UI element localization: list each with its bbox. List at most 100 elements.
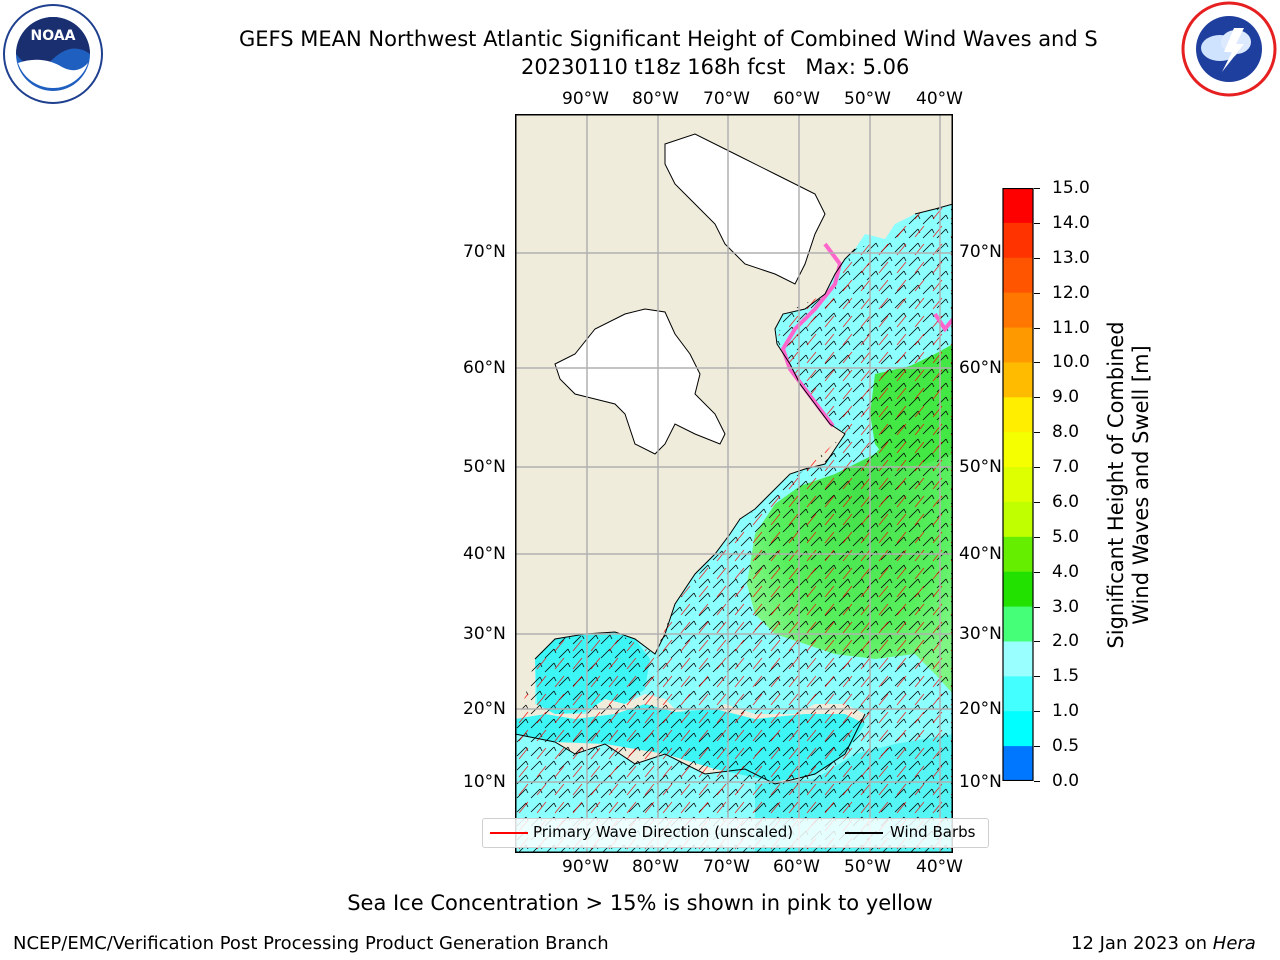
- lat-label-right: 40°N: [959, 544, 1002, 564]
- colorbar-title-line2: Wind Waves and Swell [m]: [1129, 345, 1153, 625]
- colorbar-tick-label: 0.5: [1052, 736, 1080, 757]
- colorbar: [1002, 188, 1034, 781]
- colorbar-tick-label: 5.0: [1052, 526, 1080, 547]
- colorbar-segment: [1003, 536, 1033, 573]
- lon-label-top: 90°W: [562, 89, 609, 109]
- colorbar-tick-mark: [1034, 746, 1040, 748]
- colorbar-tick-label: 12.0: [1052, 282, 1090, 303]
- lat-label-right: 50°N: [959, 457, 1002, 477]
- lat-label-left: 60°N: [463, 358, 506, 378]
- lat-label-right: 10°N: [959, 772, 1002, 792]
- hudson-bay: [554, 308, 726, 455]
- colorbar-segment: [1003, 676, 1033, 712]
- colorbar-segment: [1003, 571, 1033, 608]
- colorbar-tick-mark: [1034, 222, 1040, 224]
- lon-label-bottom: 90°W: [562, 857, 609, 877]
- lat-label-left: 40°N: [463, 544, 506, 564]
- lat-label-right: 20°N: [959, 699, 1002, 719]
- colorbar-title-line1: Significant Height of Combined: [1104, 321, 1128, 649]
- national-weather-service-logo: [1181, 1, 1277, 97]
- colorbar-tick-mark: [1034, 536, 1040, 538]
- colorbar-tick-label: 7.0: [1052, 457, 1080, 478]
- lon-label-bottom: 50°W: [844, 857, 891, 877]
- run-date-credit: 12 Jan 2023 on Hera: [1071, 933, 1256, 954]
- colorbar-tick-mark: [1034, 362, 1040, 364]
- colorbar-tick-mark: [1034, 327, 1040, 329]
- colorbar-segment: [1003, 467, 1033, 503]
- colorbar-tick-label: 1.5: [1052, 666, 1080, 687]
- colorbar-tick-mark: [1034, 781, 1040, 782]
- colorbar-tick-mark: [1034, 676, 1040, 678]
- colorbar-tick-label: 1.0: [1052, 701, 1080, 722]
- coastline: [534, 248, 856, 660]
- colorbar-segment: [1003, 327, 1033, 363]
- colorbar-tick-label: 8.0: [1052, 422, 1080, 443]
- lat-label-left: 50°N: [463, 457, 506, 477]
- colorbar-segment: [1003, 606, 1033, 642]
- producer-credit: NCEP/EMC/Verification Post Processing Pr…: [13, 933, 609, 954]
- colorbar-segment: [1003, 746, 1033, 781]
- direction-legend-label: Primary Wave Direction (unscaled): [533, 823, 794, 841]
- colorbar-segment: [1003, 641, 1033, 677]
- wave-height-map: [515, 114, 953, 853]
- lon-label-top: 80°W: [632, 89, 679, 109]
- colorbar-segment: [1003, 711, 1033, 747]
- lon-label-top: 70°W: [703, 89, 750, 109]
- colorbar-tick-label: 11.0: [1052, 317, 1090, 338]
- colorbar-tick-label: 9.0: [1052, 387, 1080, 408]
- run-date: 12 Jan 2023 on: [1071, 933, 1213, 954]
- lon-label-top: 50°W: [844, 89, 891, 109]
- colorbar-segment: [1003, 397, 1033, 433]
- colorbar-tick-mark: [1034, 257, 1040, 259]
- colorbar-segment: [1003, 501, 1033, 538]
- lat-label-right: 70°N: [959, 242, 1002, 262]
- lon-label-top: 40°W: [916, 89, 963, 109]
- colorbar-tick-label: 10.0: [1052, 352, 1090, 373]
- chart-title: GEFS MEAN Northwest Atlantic Significant…: [239, 27, 1098, 51]
- barbs-legend-label: Wind Barbs: [890, 823, 976, 841]
- colorbar-segment: [1003, 257, 1033, 294]
- colorbar-tick-mark: [1034, 467, 1040, 469]
- colorbar-tick-mark: [1034, 188, 1040, 189]
- barbs-legend-line: [845, 832, 883, 834]
- colorbar-tick-label: 0.0: [1052, 771, 1080, 791]
- sea-ice-fringe: [780, 242, 843, 428]
- colorbar-tick-label: 3.0: [1052, 596, 1080, 617]
- colorbar-tick-label: 6.0: [1052, 491, 1080, 512]
- lon-label-bottom: 80°W: [632, 857, 679, 877]
- lat-label-left: 70°N: [463, 242, 506, 262]
- colorbar-segment: [1003, 222, 1033, 259]
- lon-label-bottom: 60°W: [773, 857, 820, 877]
- direction-legend-line: [490, 832, 528, 834]
- colorbar-title: Significant Height of Combined Wind Wave…: [1104, 321, 1154, 648]
- colorbar-tick-mark: [1034, 397, 1040, 399]
- colorbar-tick-mark: [1034, 292, 1040, 294]
- colorbar-segment: [1003, 292, 1033, 329]
- graticule: [515, 114, 953, 853]
- svg-text:NOAA: NOAA: [31, 28, 76, 44]
- lon-label-top: 60°W: [773, 89, 820, 109]
- colorbar-segment: [1003, 188, 1033, 224]
- colorbar-tick-mark: [1034, 571, 1040, 573]
- lon-label-bottom: 70°W: [703, 857, 750, 877]
- map-border: [515, 114, 953, 853]
- machine-name: Hera: [1212, 933, 1256, 954]
- colorbar-tick-mark: [1034, 501, 1040, 503]
- lat-label-left: 30°N: [463, 624, 506, 644]
- colorbar-tick-mark: [1034, 711, 1040, 713]
- colorbar-tick-label: 15.0: [1052, 178, 1090, 198]
- colorbar-tick-label: 4.0: [1052, 561, 1080, 582]
- colorbar-segment: [1003, 362, 1033, 398]
- lat-label-left: 10°N: [463, 772, 506, 792]
- map-legend: Primary Wave Direction (unscaled) Wind B…: [482, 818, 989, 848]
- colorbar-tick-label: 13.0: [1052, 247, 1090, 268]
- noaa-logo: NOAA: [3, 4, 103, 104]
- colorbar-tick-label: 14.0: [1052, 212, 1090, 233]
- lat-label-left: 20°N: [463, 699, 506, 719]
- colorbar-tick-mark: [1034, 606, 1040, 608]
- lat-label-right: 30°N: [959, 624, 1002, 644]
- sea-ice-footnote: Sea Ice Concentration > 15% is shown in …: [347, 891, 933, 915]
- colorbar-segment: [1003, 432, 1033, 468]
- baffin-bay: [664, 133, 826, 285]
- colorbar-tick-mark: [1034, 432, 1040, 434]
